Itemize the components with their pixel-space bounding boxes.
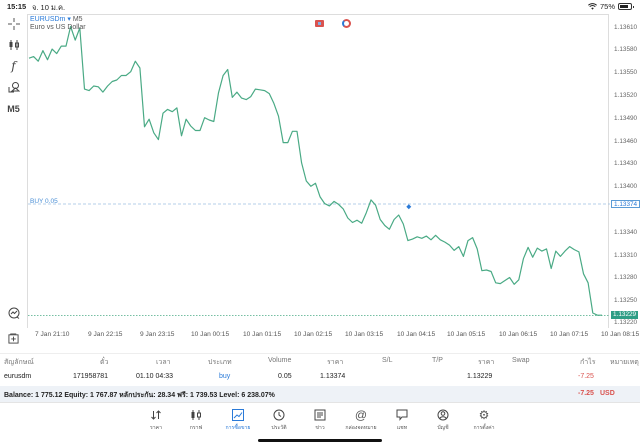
quotes-arrows-icon — [136, 408, 176, 422]
signal-ring-icon[interactable] — [342, 19, 351, 28]
gear-icon: ⚙ — [478, 408, 490, 422]
history-clock-icon — [259, 408, 299, 422]
tab-quotes[interactable]: ราคา — [136, 408, 176, 432]
col-time[interactable]: เวลา — [156, 359, 171, 366]
trade-chart-icon — [218, 408, 258, 422]
tab-trade[interactable]: การซื้อขาย — [218, 408, 258, 432]
battery-percent: 75% — [599, 2, 615, 11]
tab-history[interactable]: ประวัติ — [259, 408, 299, 432]
symbol-selector[interactable]: EURUSDm ▾ M5 — [30, 16, 83, 23]
clock: 15:15 — [7, 2, 27, 11]
chart-top-icons — [315, 19, 351, 28]
col-price[interactable]: ราคา — [478, 359, 495, 366]
col-open-price[interactable]: ราคา — [327, 359, 344, 366]
chat-bubble-icon — [382, 408, 422, 422]
price-axis[interactable]: 1.13610 1.13580 1.13550 1.13520 1.13490 … — [610, 12, 640, 342]
entry-marker — [406, 204, 412, 210]
indicators-icon[interactable] — [4, 36, 23, 54]
chart-toolbar: f M5 — [0, 12, 27, 344]
col-type[interactable]: ประเภท — [208, 359, 232, 366]
col-symbol[interactable]: สัญลักษณ์ — [4, 359, 34, 366]
col-tp[interactable]: T/P — [432, 357, 443, 364]
tab-accounts[interactable]: บัญชี — [423, 408, 463, 432]
col-ticket[interactable]: ตั๋ว — [100, 359, 109, 366]
col-volume[interactable]: Volume — [268, 357, 292, 364]
trade-quick-icon[interactable] — [4, 304, 23, 322]
chart-area[interactable]: EURUSDm ▾ M5 Euro vs US Dollar BUY 0.05 … — [27, 12, 640, 343]
tab-chat[interactable]: แชท — [382, 408, 422, 432]
date: จ. 10 ม.ค. — [32, 3, 66, 12]
col-profit[interactable]: กำไร — [580, 359, 596, 366]
battery-icon — [618, 3, 634, 10]
time-axis[interactable]: 7 Jan 21:10 9 Jan 22:15 9 Jan 23:15 10 J… — [35, 331, 640, 338]
tab-settings[interactable]: ⚙ การตั้งค่า — [464, 408, 504, 432]
col-comment[interactable]: หมายเหตุ — [610, 359, 639, 366]
positions-table-header: สัญลักษณ์ ตั๋ว เวลา ประเภท Volume ราคา S… — [0, 353, 640, 366]
account-summary: Balance: 1 775.12 Equity: 1 767.87 หลักป… — [0, 386, 640, 402]
price-line-chart — [28, 25, 610, 316]
crosshair-icon[interactable] — [4, 15, 23, 33]
tab-news[interactable]: ข่าว — [300, 408, 340, 432]
balance-summary: Balance: 1 775.12 Equity: 1 767.87 หลักป… — [4, 392, 275, 399]
buy-position-label: BUY 0.05 — [30, 198, 58, 205]
col-swap[interactable]: Swap — [512, 357, 530, 364]
tab-mailbox[interactable]: @ กล่องจดหมาย — [341, 408, 381, 432]
total-profit: -7.25 — [578, 390, 594, 397]
symbol-description: Euro vs US Dollar — [30, 24, 86, 31]
timeframe-button[interactable]: M5 — [7, 104, 20, 114]
account-icon — [423, 408, 463, 422]
candles-icon — [176, 408, 216, 422]
last-price-tag: 1.13229 — [611, 311, 639, 319]
one-click-trading-icon[interactable] — [315, 20, 324, 27]
at-mail-icon: @ — [354, 408, 368, 422]
news-icon — [300, 408, 340, 422]
home-indicator — [258, 439, 382, 442]
new-order-icon[interactable] — [4, 329, 23, 347]
chart-frame — [27, 14, 609, 328]
buy-price-tag: 1.13374 — [611, 200, 640, 208]
objects-icon[interactable] — [4, 78, 23, 96]
wifi-icon — [588, 3, 597, 10]
position-row[interactable]: eurusdm 171958781 01.10 04:33 buy 0.05 1… — [4, 373, 594, 380]
function-icon[interactable]: f — [11, 59, 16, 73]
col-sl[interactable]: S/L — [382, 357, 393, 364]
status-bar: 15:15 จ. 10 ม.ค. 75% — [0, 0, 640, 12]
currency: USD — [600, 390, 615, 397]
tab-chart[interactable]: กราฟ — [176, 408, 216, 432]
